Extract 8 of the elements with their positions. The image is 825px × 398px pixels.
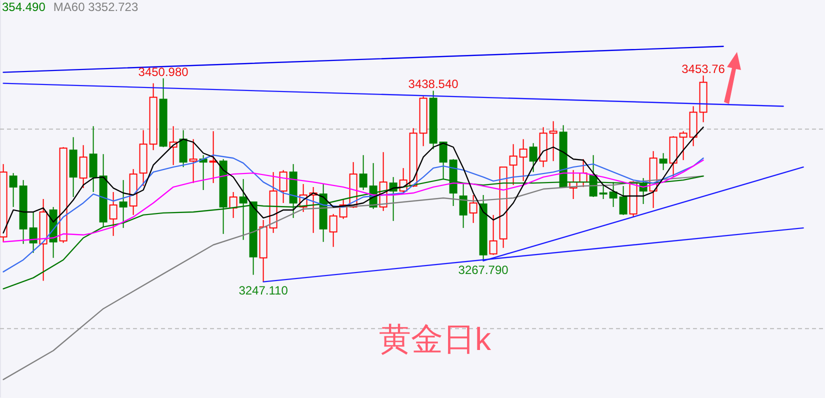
annotation: 3450.980 [138,64,189,79]
annotation: 354.490 [2,0,46,14]
annotation: 3438.540 [408,77,459,92]
annotation: 3267.790 [458,263,509,278]
annotation: 3453.76 [682,62,726,76]
text: 黄金日k [379,321,492,357]
annotation: 3247.110 [238,284,288,298]
annotation: MA60 3352.723 [53,0,138,14]
